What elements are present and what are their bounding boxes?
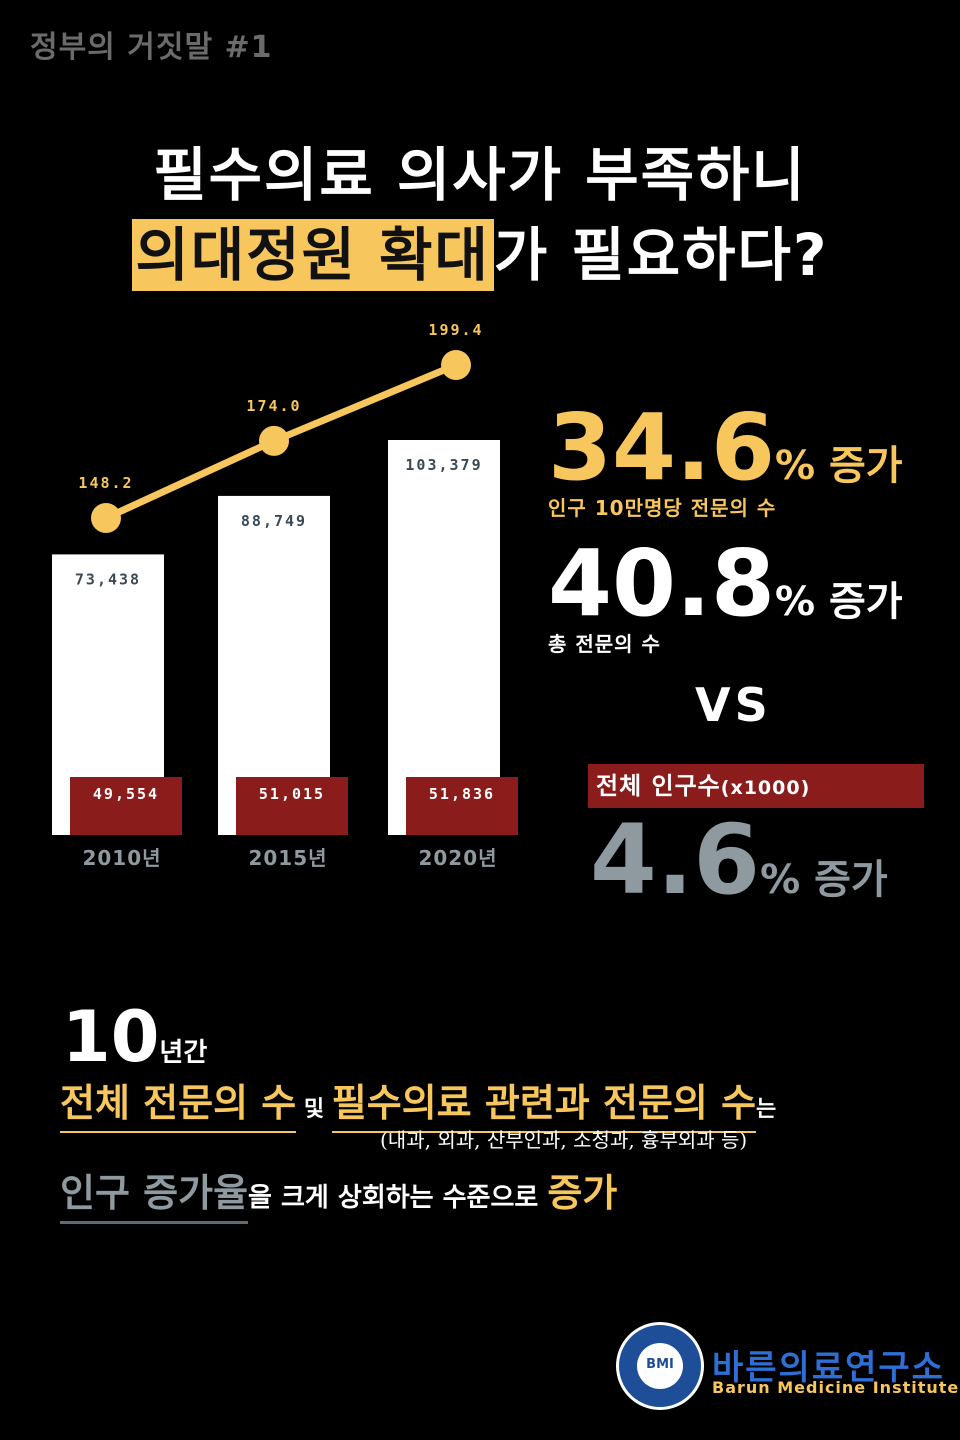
summary-population-growth: 인구 증가율 <box>60 1171 249 1224</box>
line-point-label: 199.4 <box>428 321 483 339</box>
summary-years: 10년간 <box>62 996 207 1078</box>
title-rest: 가 필요하다? <box>493 221 829 289</box>
vs-label: VS <box>695 678 772 732</box>
title-line-2: 의대정원 확대가 필요하다? <box>0 208 960 292</box>
summary-line-3: 인구 증가율을 크게 상회하는 수준으로 증가 <box>60 1162 618 1224</box>
institute-logo: BMI <box>616 1322 704 1410</box>
x-tick-label: 2010년 <box>82 846 161 870</box>
bar-population <box>236 777 348 835</box>
summary-line-1: 전체 전문의 수 및 필수의료 관련과 전문의 수는 <box>60 1072 777 1133</box>
org-name-english: Barun Medicine Institute <box>712 1378 960 1397</box>
population-label-box: 전체 인구수(x1000) <box>588 764 924 808</box>
bar-specialists-total <box>388 440 500 835</box>
stat-total-value: 40.8 <box>548 530 775 637</box>
line-point <box>91 503 121 533</box>
bar-label-total: 103,379 <box>405 456 482 474</box>
line-point <box>441 350 471 380</box>
summary-and: 및 <box>296 1097 332 1122</box>
stat-population-value: 4.6 <box>590 804 761 916</box>
line-point-label: 174.0 <box>246 397 301 415</box>
org-name-korean: 바른의료연구소 <box>712 1348 945 1388</box>
summary-particle: 는 <box>756 1097 777 1122</box>
x-tick-label: 2015년 <box>248 846 327 870</box>
series-tag: 정부의 거짓말 #1 <box>30 30 273 65</box>
population-unit: (x1000) <box>720 777 811 799</box>
bar-population <box>406 777 518 835</box>
logo-emblem: BMI <box>637 1343 683 1389</box>
stat-per-capita-value: 34.6 <box>548 394 775 501</box>
bar-label-population: 51,015 <box>259 785 325 803</box>
bar-label-total: 73,438 <box>75 570 141 588</box>
summary-departments: (내과, 외과, 산부인과, 소청과, 흉부외과 등) <box>380 1128 748 1152</box>
summary-total-specialists: 전체 전문의 수 <box>60 1081 297 1133</box>
line-point <box>259 425 289 456</box>
stat-population: 4.6% 증가 <box>590 812 888 908</box>
stat-per-capita: 34.6% 증가 <box>548 402 903 494</box>
stat-population-suffix: % 증가 <box>760 857 888 903</box>
stat-per-capita-suffix: % 증가 <box>775 443 903 489</box>
line-point-label: 148.2 <box>78 474 133 492</box>
summary-essential-specialists: 필수의료 관련과 전문의 수 <box>331 1081 757 1133</box>
stat-total: 40.8% 증가 <box>548 538 903 630</box>
bar-label-population: 51,836 <box>429 785 495 803</box>
bar-population <box>70 777 182 835</box>
bar-line-chart: 73,438 49,554 2010년 88,749 51,015 2015년 103,37… <box>52 321 518 870</box>
stat-total-suffix: % 증가 <box>775 579 903 625</box>
summary-years-number: 10 <box>62 996 160 1078</box>
summary-years-suffix: 년간 <box>159 1038 208 1068</box>
bar-label-total: 88,749 <box>241 512 307 530</box>
title-line-1: 필수의료 의사가 부족하니 <box>153 141 807 209</box>
summary-middle: 을 크게 상회하는 수준으로 <box>248 1183 548 1213</box>
bar-label-population: 49,554 <box>93 785 159 803</box>
stat-total-caption: 총 전문의 수 <box>548 632 661 656</box>
population-label: 전체 인구수 <box>596 772 721 800</box>
title-highlight: 의대정원 확대 <box>131 219 494 291</box>
logo-text: BMI <box>646 1357 674 1372</box>
stat-per-capita-caption: 인구 10만명당 전문의 수 <box>548 496 777 520</box>
summary-increase: 증가 <box>547 1171 618 1215</box>
x-tick-label: 2020년 <box>418 846 497 870</box>
